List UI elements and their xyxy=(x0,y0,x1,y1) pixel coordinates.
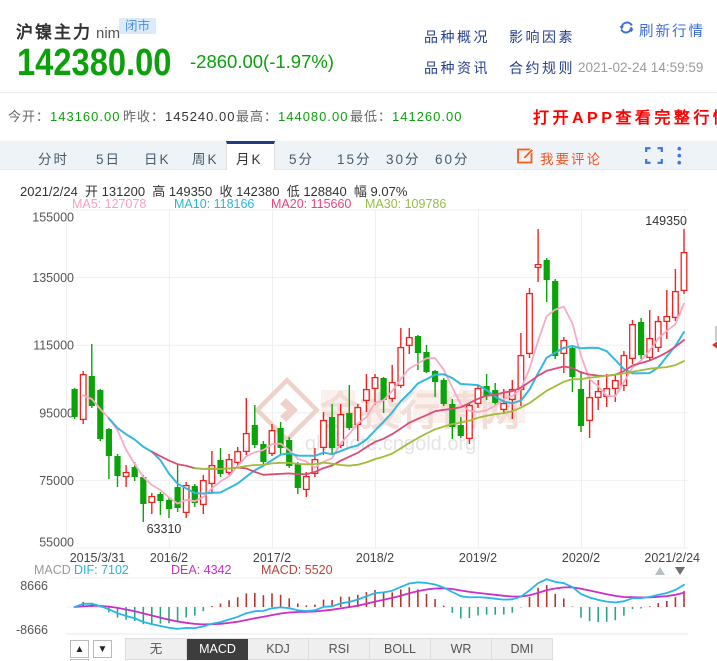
svg-text:2017/2: 2017/2 xyxy=(253,551,291,565)
svg-text:2016/2: 2016/2 xyxy=(150,551,188,565)
svg-text:MACD: 5520: MACD: 5520 xyxy=(261,563,333,577)
svg-text:DEA: 4342: DEA: 4342 xyxy=(171,563,232,577)
svg-text:2019/2: 2019/2 xyxy=(459,551,497,565)
svg-text:55000: 55000 xyxy=(39,536,74,550)
svg-text:DIF: 7102: DIF: 7102 xyxy=(74,563,129,577)
svg-text:2015/3/31: 2015/3/31 xyxy=(70,551,126,565)
svg-text:95000: 95000 xyxy=(39,406,74,420)
svg-text:75000: 75000 xyxy=(39,474,74,488)
svg-text:2018/2: 2018/2 xyxy=(356,551,394,565)
svg-text:qhquote.cngold.org: qhquote.cngold.org xyxy=(305,433,476,455)
svg-text:-8666: -8666 xyxy=(16,623,48,637)
svg-text:135000: 135000 xyxy=(32,271,74,285)
svg-text:2020/2: 2020/2 xyxy=(562,551,600,565)
svg-text:8666: 8666 xyxy=(20,579,48,593)
svg-text:115000: 115000 xyxy=(33,339,74,353)
svg-text:149350: 149350 xyxy=(645,214,687,228)
svg-text:2021/2/24: 2021/2/24 xyxy=(644,551,700,565)
svg-text:MACD: MACD xyxy=(34,563,71,577)
svg-text:155000: 155000 xyxy=(32,211,74,225)
svg-text:63310: 63310 xyxy=(147,522,182,536)
